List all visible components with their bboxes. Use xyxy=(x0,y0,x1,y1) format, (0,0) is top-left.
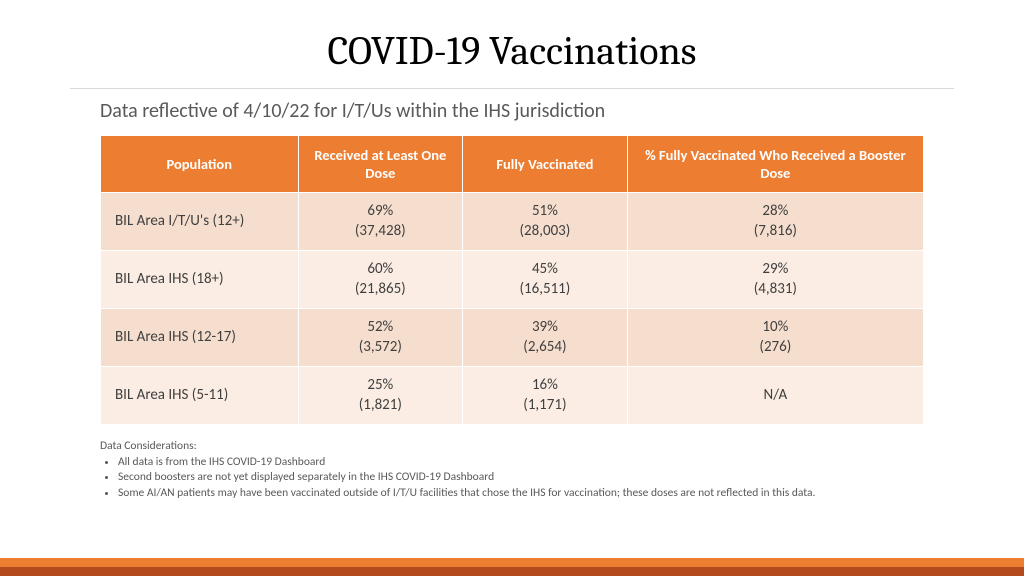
cell-fully-vaccinated: 39%(2,654) xyxy=(463,309,628,367)
cell-one-dose-count: (21,865) xyxy=(307,280,455,300)
cell-fully-vaccinated-count: (28,003) xyxy=(471,222,619,242)
cell-one-dose-pct: 69% xyxy=(307,202,455,222)
cell-booster-pct: 10% xyxy=(636,318,915,338)
cell-one-dose-pct: 25% xyxy=(307,376,455,396)
page-title: COVID-19 Vaccinations xyxy=(0,0,1024,88)
cell-one-dose: 52%(3,572) xyxy=(298,309,463,367)
table-row: BIL Area IHS (18+)60%(21,865)45%(16,511)… xyxy=(101,251,924,309)
col-received-one-dose: Received at Least One Dose xyxy=(298,136,463,193)
notes-heading: Data Considerations: xyxy=(100,439,924,455)
cell-booster-pct: 29% xyxy=(636,260,915,280)
notes-list: All data is from the IHS COVID-19 Dashbo… xyxy=(118,455,924,502)
cell-fully-vaccinated: 45%(16,511) xyxy=(463,251,628,309)
cell-fully-vaccinated-pct: 39% xyxy=(471,318,619,338)
table-header-row: Population Received at Least One Dose Fu… xyxy=(101,136,924,193)
cell-one-dose-count: (37,428) xyxy=(307,222,455,242)
cell-fully-vaccinated-pct: 45% xyxy=(471,260,619,280)
note-item: Some AI/AN patients may have been vaccin… xyxy=(118,486,924,502)
cell-population: BIL Area I/T/U's (12+) xyxy=(101,193,299,251)
cell-fully-vaccinated-count: (16,511) xyxy=(471,280,619,300)
cell-fully-vaccinated: 51%(28,003) xyxy=(463,193,628,251)
note-item: Second boosters are not yet displayed se… xyxy=(118,470,924,486)
vaccination-table: Population Received at Least One Dose Fu… xyxy=(100,135,924,425)
subtitle: Data reflective of 4/10/22 for I/T/Us wi… xyxy=(100,99,1024,123)
cell-one-dose: 60%(21,865) xyxy=(298,251,463,309)
table-row: BIL Area IHS (12-17)52%(3,572)39%(2,654)… xyxy=(101,309,924,367)
cell-one-dose: 69%(37,428) xyxy=(298,193,463,251)
col-fully-vaccinated: Fully Vaccinated xyxy=(463,136,628,193)
cell-booster: N/A xyxy=(627,367,923,425)
cell-booster-pct: N/A xyxy=(636,386,915,406)
note-item: All data is from the IHS COVID-19 Dashbo… xyxy=(118,455,924,471)
cell-booster-pct: 28% xyxy=(636,202,915,222)
cell-fully-vaccinated: 16%(1,171) xyxy=(463,367,628,425)
vaccination-table-wrap: Population Received at Least One Dose Fu… xyxy=(100,135,924,425)
table-row: BIL Area I/T/U's (12+)69%(37,428)51%(28,… xyxy=(101,193,924,251)
cell-population: BIL Area IHS (18+) xyxy=(101,251,299,309)
footer-bar xyxy=(0,558,1024,576)
cell-one-dose-count: (1,821) xyxy=(307,396,455,416)
cell-booster: 28%(7,816) xyxy=(627,193,923,251)
cell-booster-count: (276) xyxy=(636,338,915,358)
cell-booster: 29%(4,831) xyxy=(627,251,923,309)
cell-one-dose-count: (3,572) xyxy=(307,338,455,358)
cell-one-dose-pct: 52% xyxy=(307,318,455,338)
footer-bar-bottom xyxy=(0,567,1024,576)
cell-one-dose-pct: 60% xyxy=(307,260,455,280)
cell-fully-vaccinated-pct: 51% xyxy=(471,202,619,222)
cell-booster: 10%(276) xyxy=(627,309,923,367)
col-population: Population xyxy=(101,136,299,193)
cell-population: BIL Area IHS (12-17) xyxy=(101,309,299,367)
cell-booster-count: (7,816) xyxy=(636,222,915,242)
cell-booster-count: (4,831) xyxy=(636,280,915,300)
col-booster: % Fully Vaccinated Who Received a Booste… xyxy=(627,136,923,193)
table-body: BIL Area I/T/U's (12+)69%(37,428)51%(28,… xyxy=(101,193,924,425)
cell-population: BIL Area IHS (5-11) xyxy=(101,367,299,425)
cell-one-dose: 25%(1,821) xyxy=(298,367,463,425)
cell-fully-vaccinated-pct: 16% xyxy=(471,376,619,396)
table-row: BIL Area IHS (5-11)25%(1,821)16%(1,171)N… xyxy=(101,367,924,425)
cell-fully-vaccinated-count: (2,654) xyxy=(471,338,619,358)
title-divider xyxy=(70,88,954,89)
data-considerations: Data Considerations: All data is from th… xyxy=(100,439,924,501)
cell-fully-vaccinated-count: (1,171) xyxy=(471,396,619,416)
footer-bar-top xyxy=(0,558,1024,567)
